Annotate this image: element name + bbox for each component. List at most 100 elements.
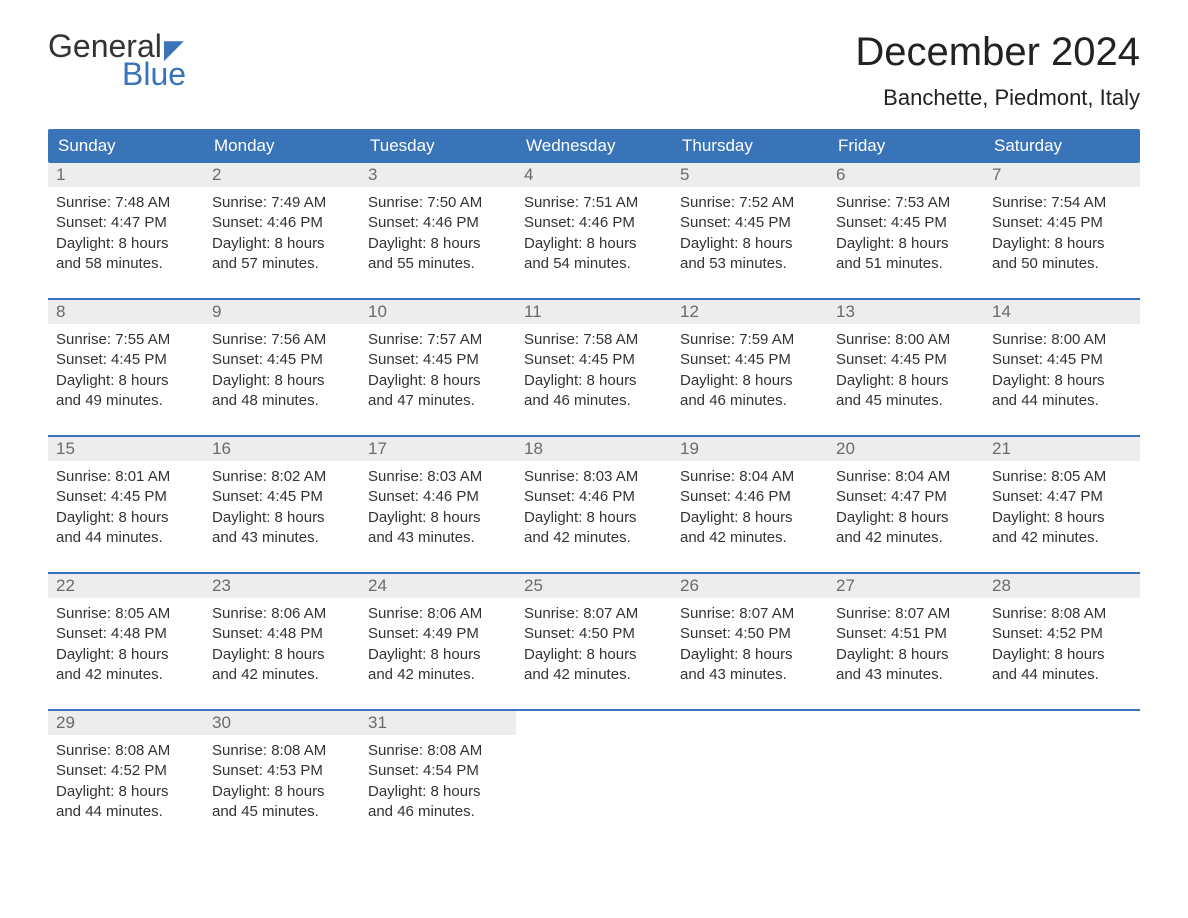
day-number: 11: [516, 300, 672, 324]
sunrise-text: Sunrise: 8:02 AM: [212, 467, 352, 487]
day-number: 31: [360, 711, 516, 735]
sunrise-text: Sunrise: 8:08 AM: [992, 604, 1132, 624]
daylight-line1: Daylight: 8 hours: [368, 508, 508, 528]
day-details: Sunrise: 8:07 AMSunset: 4:50 PMDaylight:…: [516, 598, 672, 695]
day-number: 7: [984, 163, 1140, 187]
sunrise-text: Sunrise: 7:48 AM: [56, 193, 196, 213]
daylight-line2: and 50 minutes.: [992, 254, 1132, 274]
day-number: 9: [204, 300, 360, 324]
day-number: 14: [984, 300, 1140, 324]
daylight-line1: Daylight: 8 hours: [524, 645, 664, 665]
daylight-line2: and 44 minutes.: [992, 391, 1132, 411]
day-number: 1: [48, 163, 204, 187]
calendar-day: 11Sunrise: 7:58 AMSunset: 4:45 PMDayligh…: [516, 300, 672, 421]
sunset-text: Sunset: 4:45 PM: [56, 487, 196, 507]
sunset-text: Sunset: 4:54 PM: [368, 761, 508, 781]
day-details: Sunrise: 8:06 AMSunset: 4:49 PMDaylight:…: [360, 598, 516, 695]
sunset-text: Sunset: 4:52 PM: [56, 761, 196, 781]
calendar-day: [984, 711, 1140, 832]
day-number: 3: [360, 163, 516, 187]
day-number: 15: [48, 437, 204, 461]
sunset-text: Sunset: 4:46 PM: [368, 213, 508, 233]
daylight-line2: and 55 minutes.: [368, 254, 508, 274]
calendar-day: 6Sunrise: 7:53 AMSunset: 4:45 PMDaylight…: [828, 163, 984, 284]
calendar-day: 12Sunrise: 7:59 AMSunset: 4:45 PMDayligh…: [672, 300, 828, 421]
sunset-text: Sunset: 4:48 PM: [56, 624, 196, 644]
day-details: Sunrise: 8:06 AMSunset: 4:48 PMDaylight:…: [204, 598, 360, 695]
daylight-line1: Daylight: 8 hours: [524, 508, 664, 528]
day-details: Sunrise: 8:00 AMSunset: 4:45 PMDaylight:…: [984, 324, 1140, 421]
day-number: 19: [672, 437, 828, 461]
day-number: 22: [48, 574, 204, 598]
calendar-day: 17Sunrise: 8:03 AMSunset: 4:46 PMDayligh…: [360, 437, 516, 558]
page-header: General ◤ Blue December 2024 Banchette, …: [48, 30, 1140, 111]
sunset-text: Sunset: 4:46 PM: [368, 487, 508, 507]
sunset-text: Sunset: 4:48 PM: [212, 624, 352, 644]
daylight-line1: Daylight: 8 hours: [56, 234, 196, 254]
daylight-line2: and 44 minutes.: [56, 802, 196, 822]
dow-friday: Friday: [828, 129, 984, 163]
sunrise-text: Sunrise: 8:00 AM: [836, 330, 976, 350]
calendar-day: 10Sunrise: 7:57 AMSunset: 4:45 PMDayligh…: [360, 300, 516, 421]
day-details: Sunrise: 7:48 AMSunset: 4:47 PMDaylight:…: [48, 187, 204, 284]
calendar-day: 24Sunrise: 8:06 AMSunset: 4:49 PMDayligh…: [360, 574, 516, 695]
calendar-day: [516, 711, 672, 832]
daylight-line2: and 51 minutes.: [836, 254, 976, 274]
calendar-day: 4Sunrise: 7:51 AMSunset: 4:46 PMDaylight…: [516, 163, 672, 284]
sunset-text: Sunset: 4:46 PM: [680, 487, 820, 507]
sunrise-text: Sunrise: 8:07 AM: [680, 604, 820, 624]
day-details: Sunrise: 8:08 AMSunset: 4:52 PMDaylight:…: [48, 735, 204, 832]
calendar-day: [672, 711, 828, 832]
daylight-line1: Daylight: 8 hours: [524, 234, 664, 254]
day-number: 21: [984, 437, 1140, 461]
daylight-line2: and 42 minutes.: [992, 528, 1132, 548]
day-number: 12: [672, 300, 828, 324]
logo-word2: Blue: [122, 58, 186, 90]
daylight-line1: Daylight: 8 hours: [680, 508, 820, 528]
daylight-line1: Daylight: 8 hours: [992, 234, 1132, 254]
calendar-day: 3Sunrise: 7:50 AMSunset: 4:46 PMDaylight…: [360, 163, 516, 284]
dow-thursday: Thursday: [672, 129, 828, 163]
sunrise-text: Sunrise: 8:01 AM: [56, 467, 196, 487]
daylight-line2: and 43 minutes.: [368, 528, 508, 548]
day-details: Sunrise: 8:03 AMSunset: 4:46 PMDaylight:…: [360, 461, 516, 558]
calendar-day: 20Sunrise: 8:04 AMSunset: 4:47 PMDayligh…: [828, 437, 984, 558]
day-number: 8: [48, 300, 204, 324]
sunset-text: Sunset: 4:45 PM: [992, 213, 1132, 233]
daylight-line1: Daylight: 8 hours: [212, 508, 352, 528]
sunset-text: Sunset: 4:45 PM: [212, 487, 352, 507]
sunrise-text: Sunrise: 8:03 AM: [524, 467, 664, 487]
dow-saturday: Saturday: [984, 129, 1140, 163]
day-details: Sunrise: 7:51 AMSunset: 4:46 PMDaylight:…: [516, 187, 672, 284]
daylight-line1: Daylight: 8 hours: [680, 234, 820, 254]
day-details: Sunrise: 8:01 AMSunset: 4:45 PMDaylight:…: [48, 461, 204, 558]
day-details: Sunrise: 7:50 AMSunset: 4:46 PMDaylight:…: [360, 187, 516, 284]
dow-tuesday: Tuesday: [360, 129, 516, 163]
day-number: 25: [516, 574, 672, 598]
daylight-line1: Daylight: 8 hours: [56, 782, 196, 802]
calendar-day: 30Sunrise: 8:08 AMSunset: 4:53 PMDayligh…: [204, 711, 360, 832]
day-number: 27: [828, 574, 984, 598]
calendar-week: 29Sunrise: 8:08 AMSunset: 4:52 PMDayligh…: [48, 709, 1140, 832]
sunrise-text: Sunrise: 7:55 AM: [56, 330, 196, 350]
daylight-line1: Daylight: 8 hours: [212, 645, 352, 665]
calendar-day: 1Sunrise: 7:48 AMSunset: 4:47 PMDaylight…: [48, 163, 204, 284]
sunrise-text: Sunrise: 7:51 AM: [524, 193, 664, 213]
location-subtitle: Banchette, Piedmont, Italy: [855, 85, 1140, 111]
daylight-line2: and 43 minutes.: [836, 665, 976, 685]
daylight-line2: and 57 minutes.: [212, 254, 352, 274]
sunrise-text: Sunrise: 8:07 AM: [836, 604, 976, 624]
daylight-line2: and 58 minutes.: [56, 254, 196, 274]
day-details: Sunrise: 7:58 AMSunset: 4:45 PMDaylight:…: [516, 324, 672, 421]
sunset-text: Sunset: 4:46 PM: [524, 213, 664, 233]
daylight-line1: Daylight: 8 hours: [212, 782, 352, 802]
daylight-line2: and 45 minutes.: [212, 802, 352, 822]
dow-wednesday: Wednesday: [516, 129, 672, 163]
sunset-text: Sunset: 4:45 PM: [992, 350, 1132, 370]
day-details: Sunrise: 7:56 AMSunset: 4:45 PMDaylight:…: [204, 324, 360, 421]
day-details: Sunrise: 8:08 AMSunset: 4:52 PMDaylight:…: [984, 598, 1140, 695]
day-number: 24: [360, 574, 516, 598]
daylight-line2: and 47 minutes.: [368, 391, 508, 411]
day-details: Sunrise: 8:07 AMSunset: 4:50 PMDaylight:…: [672, 598, 828, 695]
day-details: Sunrise: 7:52 AMSunset: 4:45 PMDaylight:…: [672, 187, 828, 284]
